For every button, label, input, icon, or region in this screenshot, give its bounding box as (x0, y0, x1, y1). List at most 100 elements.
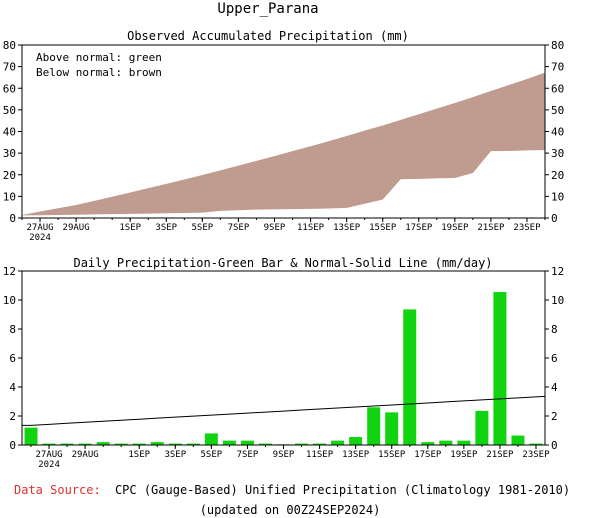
daily-bar-12SEP (331, 440, 345, 445)
observed-area (22, 150, 545, 218)
daily-bar-13SEP (349, 437, 363, 445)
daily-xtick-label-12: 21SEP (486, 450, 514, 460)
daily-ytick-label-right-3: 6 (551, 352, 558, 365)
daily-ytick-label-left-4: 8 (9, 323, 16, 336)
accumulated-year-label: 2024 (29, 233, 51, 243)
daily-ytick-label-left-5: 10 (3, 294, 16, 307)
daily-y-axis: 0 0 2 2 4 4 6 6 8 8 10 10 12 12 (3, 265, 565, 452)
acc-ytick-label-right-4: 40 (551, 126, 564, 139)
acc-ytick-label-right-2: 20 (551, 169, 564, 182)
daily-ytick-label-left-6: 12 (3, 265, 16, 278)
daily-xtick-label-5: 7SEP (237, 450, 259, 460)
acc-xtick-label-7: 11SEP (297, 223, 325, 233)
daily-bar-6SEP (222, 440, 236, 445)
data-source-label: Data Source: (14, 483, 101, 497)
daily-ytick-label-right-6: 12 (551, 265, 564, 278)
daily-ytick-label-right-1: 2 (551, 410, 558, 423)
acc-ytick-label-right-8: 80 (551, 39, 564, 52)
page-title: Upper_Parana (217, 1, 318, 17)
daily-xtick-label-6: 9SEP (273, 450, 295, 460)
acc-ytick-label-right-1: 10 (551, 190, 564, 203)
daily-bar-21SEP (493, 292, 507, 445)
acc-ytick-label-right-3: 30 (551, 147, 564, 160)
daily-xtick-label-11: 19SEP (450, 450, 478, 460)
acc-ytick-label-left-5: 50 (3, 104, 16, 117)
acc-ytick-label-right-7: 70 (551, 61, 564, 74)
daily-bar-16SEP (403, 309, 417, 445)
daily-bar-4SEP (186, 443, 200, 445)
acc-ytick-label-right-6: 60 (551, 82, 564, 95)
daily-xtick-label-2: 1SEP (128, 450, 150, 460)
daily-bar-23SEP (529, 443, 543, 445)
daily-bar-20SEP (475, 410, 489, 445)
legend-below-normal: Below normal: brown (36, 66, 162, 79)
daily-year-label: 2024 (38, 460, 60, 470)
acc-ytick-label-left-6: 60 (3, 82, 16, 95)
daily-bar-31AUG (114, 443, 128, 445)
daily-xtick-label-1: 29AUG (72, 450, 99, 460)
acc-xtick-label-12: 21SEP (477, 223, 505, 233)
daily-bar-17SEP (421, 442, 435, 445)
updated-label: (updated on 00Z24SEP2024) (200, 503, 381, 517)
acc-xtick-label-6: 9SEP (264, 223, 286, 233)
daily-ytick-label-right-4: 8 (551, 323, 558, 336)
daily-bar-14SEP (367, 407, 381, 445)
daily-xtick-label-10: 17SEP (414, 450, 442, 460)
daily-bar-30AUG (96, 442, 110, 445)
acc-xtick-label-1: 29AUG (63, 223, 90, 233)
daily-ytick-label-right-5: 10 (551, 294, 564, 307)
daily-ytick-label-right-2: 4 (551, 381, 558, 394)
daily-ytick-label-right-0: 0 (551, 439, 558, 452)
legend-above-normal: Above normal: green (36, 51, 162, 64)
daily-bar-18SEP (439, 440, 453, 445)
daily-bar-29AUG (78, 443, 92, 445)
acc-ytick-label-right-0: 0 (551, 212, 558, 225)
daily-xtick-label-9: 15SEP (378, 450, 406, 460)
acc-ytick-label-right-5: 50 (551, 104, 564, 117)
daily-xtick-label-3: 3SEP (164, 450, 186, 460)
acc-xtick-label-5: 7SEP (228, 223, 250, 233)
daily-bar-7SEP (240, 440, 254, 445)
acc-ytick-label-left-4: 40 (3, 126, 16, 139)
accumulated-x-axis: 27AUG 29AUG 1SEP 3SEP 5SEP 7SEP 9SEP 11SEP 13SEP… (21, 218, 546, 233)
acc-ytick-label-left-8: 80 (3, 39, 16, 52)
daily-bar-10SEP (295, 443, 309, 445)
daily-xtick-label-8: 13SEP (342, 450, 370, 460)
data-source-text: CPC (Gauge-Based) Unified Precipitation … (115, 483, 570, 497)
accumulated-precip-panel: Observed Accumulated Precipitation (mm) … (3, 29, 565, 243)
acc-ytick-label-left-1: 10 (3, 190, 16, 203)
acc-xtick-label-0: 27AUG (26, 223, 53, 233)
daily-chart-title: Daily Precipitation-Green Bar & Normal-S… (73, 256, 492, 270)
daily-bar-28AUG (60, 443, 74, 445)
accumulated-chart-title: Observed Accumulated Precipitation (mm) (127, 29, 409, 43)
daily-bar-2SEP (150, 442, 164, 445)
acc-xtick-label-9: 15SEP (369, 223, 397, 233)
daily-bar-19SEP (457, 440, 471, 445)
daily-precip-panel: Daily Precipitation-Green Bar & Normal-S… (3, 256, 565, 470)
acc-xtick-label-2: 1SEP (119, 223, 141, 233)
acc-xtick-label-13: 23SEP (513, 223, 541, 233)
daily-bar-26AUG (24, 427, 38, 445)
acc-xtick-label-8: 13SEP (333, 223, 361, 233)
daily-bar-5SEP (204, 433, 218, 445)
data-source-line: Data Source: CPC (Gauge-Based) Unified P… (14, 483, 570, 497)
daily-ytick-label-left-0: 0 (9, 439, 16, 452)
daily-ytick-label-left-2: 4 (9, 381, 16, 394)
daily-bar-3SEP (168, 443, 182, 445)
daily-bar-27AUG (42, 443, 56, 445)
daily-bar-1SEP (132, 443, 146, 445)
daily-normal-line (22, 395, 546, 426)
daily-bar-22SEP (511, 435, 525, 445)
acc-xtick-label-4: 5SEP (192, 223, 214, 233)
acc-xtick-label-10: 17SEP (405, 223, 433, 233)
accumulated-y-axis: 0 0 10 10 20 20 30 30 40 40 50 50 60 60 70 70 80 80 (3, 39, 565, 225)
daily-bar-11SEP (313, 443, 327, 445)
daily-plot-frame (21, 270, 546, 446)
acc-xtick-label-3: 3SEP (155, 223, 177, 233)
daily-xtick-label-0: 27AUG (36, 450, 63, 460)
daily-bar-8SEP (258, 443, 272, 445)
daily-xtick-label-7: 11SEP (306, 450, 334, 460)
acc-xtick-label-11: 19SEP (441, 223, 469, 233)
acc-ytick-label-left-2: 20 (3, 169, 16, 182)
